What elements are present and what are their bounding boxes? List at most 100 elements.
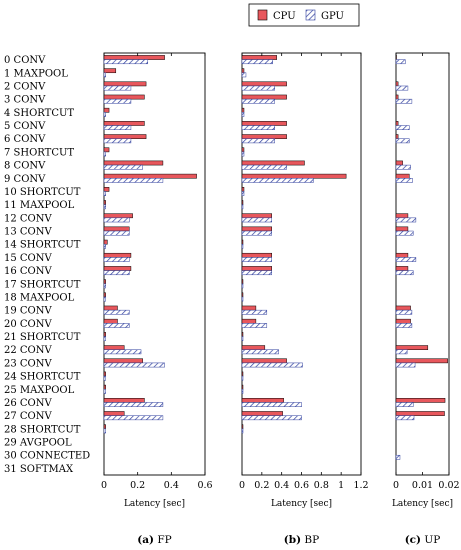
cpu-bar (103, 398, 145, 403)
layer-label: 12 CONV (4, 213, 53, 224)
cpu-bar (395, 173, 410, 179)
cpu-bar (395, 213, 409, 219)
layer-label: 10 SHORTCUT (4, 187, 81, 198)
cpu-bar (395, 358, 448, 364)
cpu-bar (103, 266, 132, 271)
cpu-bar (241, 94, 287, 100)
layer-label: 17 SHORTCUT (4, 279, 81, 290)
gpu-bar (395, 85, 409, 91)
panel-caption: (c) UP (405, 534, 441, 546)
cpu-bar (241, 384, 244, 390)
gpu-bar (103, 349, 142, 355)
cpu-bar (241, 279, 244, 285)
cpu-bar (103, 147, 110, 153)
layer-label: 4 SHORTCUT (4, 108, 74, 119)
layer-label: 16 CONV (4, 266, 53, 277)
gpu-bar (103, 270, 130, 276)
cpu-bar (395, 94, 399, 100)
x-tick-label: 1.2 (353, 480, 368, 491)
gpu-bar (395, 415, 415, 421)
layer-label: 6 CONV (4, 134, 46, 145)
gpu-bar (103, 283, 106, 289)
cpu-bar (241, 187, 245, 192)
layer-label: 23 CONV (4, 358, 53, 369)
gpu-bar (241, 125, 275, 130)
x-tick-label: 0.2 (254, 480, 269, 491)
cpu-bar (103, 81, 147, 87)
cpu-bar (395, 160, 403, 166)
cpu-bar (395, 121, 399, 126)
gpu-bar (241, 402, 302, 407)
cpu-bar (395, 411, 445, 416)
cpu-bar (241, 226, 272, 232)
gpu-bar (103, 323, 130, 328)
chart-panel-1: 0 0.2 0.4 0.6 Latency [sec] (a) FP (101, 52, 213, 546)
cpu-bar (103, 292, 106, 298)
gpu-bar (395, 217, 417, 223)
gpu-bar (103, 112, 106, 117)
chart-panel-2: 0 0.2 0.4 0.6 0.8 1 1.2 Latency [sec] (b) BP (239, 52, 369, 546)
gpu-bar (103, 178, 164, 183)
cpu-bar (241, 332, 244, 337)
cpu-bar (241, 411, 283, 416)
cpu-bar (241, 68, 245, 74)
cpu-bar (103, 332, 106, 337)
gpu-bar (241, 72, 247, 78)
gpu-bar (395, 402, 414, 407)
x-tick-label: 0.8 (314, 480, 329, 491)
cpu-bar (395, 318, 411, 324)
gpu-bar (241, 257, 272, 262)
gpu-bar (241, 283, 244, 289)
cpu-bar (241, 305, 257, 311)
x-tick-label: 0.6 (294, 480, 309, 491)
gpu-bar (241, 138, 275, 144)
x-tick-label: 0 (239, 480, 245, 491)
gpu-bar (103, 191, 106, 196)
chart-panel-3: 0 0.01 0.02 Latency [sec] (c) UP (392, 52, 460, 546)
panel-caption: (b) BP (284, 534, 319, 546)
gpu-bar (241, 323, 268, 328)
cpu-bar (241, 252, 272, 258)
x-tick-label: 0.6 (197, 480, 212, 491)
x-axis-label: Latency [sec] (124, 499, 185, 509)
cpu-bar (395, 266, 409, 271)
layer-label: 20 CONV (4, 319, 53, 330)
gpu-bar (241, 415, 302, 421)
gpu-bar (241, 349, 279, 355)
x-tick-label: 0.4 (274, 480, 289, 491)
layer-label: 0 CONV (4, 55, 46, 66)
gpu-bar (103, 138, 132, 144)
cpu-bar (103, 345, 125, 350)
cpu-bar (241, 200, 244, 205)
gpu-bar (395, 309, 413, 315)
layer-label: 5 CONV (4, 121, 46, 132)
cpu-bar (103, 424, 106, 430)
layer-label: 7 SHORTCUT (4, 147, 74, 158)
layer-label: 11 MAXPOOL (4, 200, 75, 211)
layer-label: 29 AVGPOOL (4, 438, 72, 449)
cpu-bar (103, 94, 145, 100)
layer-label: 22 CONV (4, 345, 53, 356)
gpu-bar (103, 230, 130, 236)
cpu-bar (103, 173, 197, 179)
gpu-bar (103, 217, 130, 223)
layer-label: 25 MAXPOOL (4, 385, 75, 396)
layer-label: 31 SOFTMAX (4, 464, 74, 475)
gpu-bar (103, 243, 106, 249)
gpu-bar (103, 72, 106, 78)
cpu-bar (395, 81, 399, 87)
cpu-bar (241, 345, 266, 350)
gpu-bar (241, 389, 244, 394)
gpu-bar (241, 336, 244, 341)
legend: CPU GPU (248, 3, 360, 27)
layer-label: 3 CONV (4, 95, 46, 106)
x-tick-label: 1 (338, 480, 344, 491)
plot-frame (103, 52, 206, 476)
cpu-bar (241, 173, 347, 179)
gpu-bar (241, 204, 244, 210)
layer-label: 30 CONNECTED (4, 451, 90, 462)
layer-label: 1 MAXPOOL (4, 68, 68, 79)
gpu-bar (241, 85, 275, 91)
gpu-bar (241, 178, 314, 183)
legend-cpu-swatch (257, 9, 268, 21)
